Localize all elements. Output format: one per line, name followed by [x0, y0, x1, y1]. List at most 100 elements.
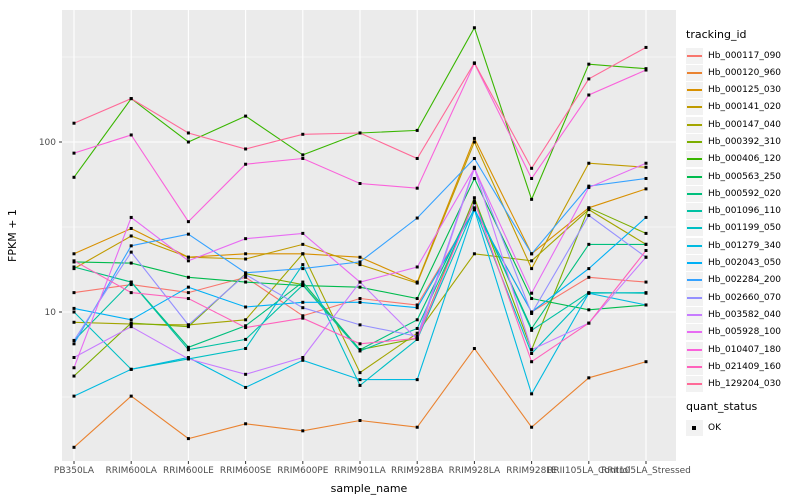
data-point-Hb_000406_120-RRIM600SE: [244, 114, 248, 118]
legend-line-swatch: [686, 82, 703, 99]
x-tick-label: RRIM928LE: [506, 466, 557, 476]
data-point-Hb_005928_100-RRIM600LE: [186, 259, 190, 263]
data-point-Hb_001279_340-RRIM600LA: [129, 367, 133, 371]
data-point-Hb_005928_100-RRIM928LA: [472, 166, 476, 170]
data-point-Hb_000141_020-RRIM600LA: [129, 234, 133, 238]
data-point-Hb_000147_040-RRII105LA_Control: [587, 208, 591, 212]
data-point-Hb_000120_960-RRIM600SE: [244, 422, 248, 426]
data-point-Hb_000117_090-RRII105LA_Stressed: [644, 280, 648, 284]
legend-line-swatch: [686, 203, 703, 220]
data-point-Hb_002043_050-RRIM600LA: [129, 318, 133, 322]
quant-legend-item-OK: OK: [686, 419, 798, 436]
data-point-Hb_000141_020-RRIM600SE: [244, 257, 248, 261]
legend-item-Hb_002660_070: Hb_002660_070: [686, 289, 798, 306]
data-point-Hb_021409_160-PB350LA: [72, 259, 76, 263]
data-point-Hb_000592_020-PB350LA: [72, 265, 76, 269]
swatch-line-icon: [687, 71, 702, 74]
legend-item-Hb_002043_050: Hb_002043_050: [686, 255, 798, 272]
legend-item-list: Hb_000117_090 Hb_000120_960 Hb_000125_030 H…: [686, 47, 798, 393]
swatch-line-icon: [687, 175, 702, 178]
data-point-Hb_001279_340-RRIM928LE: [530, 392, 534, 396]
data-point-Hb_005928_100-RRII105LA_Stressed: [644, 161, 648, 165]
legend-item-label: Hb_010407_180: [708, 344, 782, 355]
legend-item-label: Hb_000120_960: [708, 67, 782, 78]
data-point-Hb_010407_180-RRIM600LA: [129, 133, 133, 137]
legend-item-label: Hb_000117_090: [708, 50, 782, 61]
data-point-Hb_001096_110-RRIM600LE: [186, 348, 190, 352]
data-point-Hb_000563_250-RRIM600LE: [186, 275, 190, 279]
data-point-Hb_002043_050-RRII105LA_Control: [587, 267, 591, 271]
data-point-Hb_002043_050-RRIM600LE: [186, 285, 190, 289]
swatch-line-icon: [687, 313, 702, 316]
data-point-Hb_005928_100-RRIM928LE: [530, 291, 534, 295]
data-point-Hb_129204_030-RRII105LA_Stressed: [644, 45, 648, 49]
x-tick-label: RRIM901LA: [334, 466, 386, 476]
data-point-Hb_005928_100-RRIM600SE: [244, 237, 248, 241]
data-point-Hb_000141_020-RRIM901LA: [358, 263, 362, 267]
data-point-Hb_021409_160-RRII105LA_Stressed: [644, 249, 648, 253]
data-point-Hb_002043_050-RRIM901LA: [358, 300, 362, 304]
legend-item-label: Hb_000147_040: [708, 119, 782, 130]
data-point-Hb_021409_160-RRIM600SE: [244, 326, 248, 330]
data-point-Hb_002284_200-RRIM600LE: [186, 232, 190, 236]
data-point-Hb_010407_180-RRIM901LA: [358, 182, 362, 186]
data-point-Hb_000125_030-PB350LA: [72, 252, 76, 256]
legend-line-swatch: [686, 272, 703, 289]
data-point-Hb_002660_070-RRIM600PE: [301, 306, 305, 310]
data-point-Hb_021409_160-RRII105LA_Control: [587, 321, 591, 325]
legend-item-Hb_129204_030: Hb_129204_030: [686, 376, 798, 393]
data-point-Hb_002043_050-RRIM928BA: [415, 306, 419, 310]
data-point-Hb_002043_050-RRIM928LA: [472, 208, 476, 212]
swatch-line-icon: [687, 192, 702, 195]
data-point-Hb_000592_020-RRIM928BA: [415, 318, 419, 322]
data-point-Hb_002043_050-RRIM600PE: [301, 300, 305, 304]
data-point-Hb_002043_050-PB350LA: [72, 306, 76, 310]
data-point-Hb_129204_030-RRIM928BA: [415, 156, 419, 160]
data-point-Hb_129204_030-RRIM928LE: [530, 166, 534, 170]
legend-line-swatch: [686, 220, 703, 237]
data-point-Hb_000120_960-PB350LA: [72, 445, 76, 449]
data-point-Hb_000592_020-RRIM928LE: [530, 326, 534, 330]
data-point-Hb_000563_250-RRIM600LA: [129, 261, 133, 265]
data-point-Hb_000406_120-PB350LA: [72, 175, 76, 179]
x-tick-label: PB350LA: [54, 466, 95, 476]
data-point-Hb_000592_020-RRIM600SE: [244, 324, 248, 328]
data-point-Hb_001096_110-RRIM928LA: [472, 201, 476, 205]
data-point-Hb_000120_960-RRIM600LE: [186, 437, 190, 441]
legend-item-Hb_005928_100: Hb_005928_100: [686, 324, 798, 341]
data-point-Hb_001279_340-RRIM600PE: [301, 358, 305, 362]
legend-item-Hb_000120_960: Hb_000120_960: [686, 64, 798, 81]
y-tick-label: 100: [39, 138, 56, 148]
data-point-Hb_021409_160-RRIM600LE: [186, 297, 190, 301]
legend-item-label: Hb_005928_100: [708, 327, 782, 338]
quant-item-list: OK: [686, 419, 798, 436]
legend-item-Hb_000392_310: Hb_000392_310: [686, 133, 798, 150]
data-point-Hb_000563_250-RRIM600SE: [244, 280, 248, 284]
data-point-Hb_021409_160-RRIM600PE: [301, 316, 305, 320]
legend-line-swatch: [686, 289, 703, 306]
data-point-Hb_129204_030-RRIM600LE: [186, 131, 190, 135]
quant-status-legend: quant_status OK: [686, 400, 798, 436]
legend-item-Hb_000406_120: Hb_000406_120: [686, 151, 798, 168]
data-point-Hb_000392_310-RRII105LA_Stressed: [644, 231, 648, 235]
legend-item-Hb_002284_200: Hb_002284_200: [686, 272, 798, 289]
legend-line-swatch: [686, 47, 703, 64]
data-point-Hb_000117_090-RRIM901LA: [358, 297, 362, 301]
swatch-line-icon: [687, 158, 702, 161]
legend-line-swatch: [686, 116, 703, 133]
data-point-Hb_000392_310-RRII105LA_Control: [587, 206, 591, 210]
data-point-Hb_001096_110-RRIM600PE: [301, 283, 305, 287]
data-point-Hb_002284_200-RRIM928BA: [415, 216, 419, 220]
data-point-Hb_005928_100-RRIM901LA: [358, 280, 362, 284]
data-point-Hb_002660_070-RRIM928BA: [415, 334, 419, 338]
x-tick-label: RRIM928BA: [391, 466, 444, 476]
data-point-Hb_001279_340-PB350LA: [72, 394, 76, 398]
data-point-Hb_001096_110-RRIM928BA: [415, 326, 419, 330]
data-point-Hb_002660_070-PB350LA: [72, 338, 76, 342]
legend-item-label: Hb_021409_160: [708, 361, 782, 372]
legend-item-Hb_000147_040: Hb_000147_040: [686, 116, 798, 133]
legend-item-label: Hb_000563_250: [708, 171, 782, 182]
data-point-Hb_002660_070-RRIM901LA: [358, 323, 362, 327]
legend-line-swatch: [686, 341, 703, 358]
